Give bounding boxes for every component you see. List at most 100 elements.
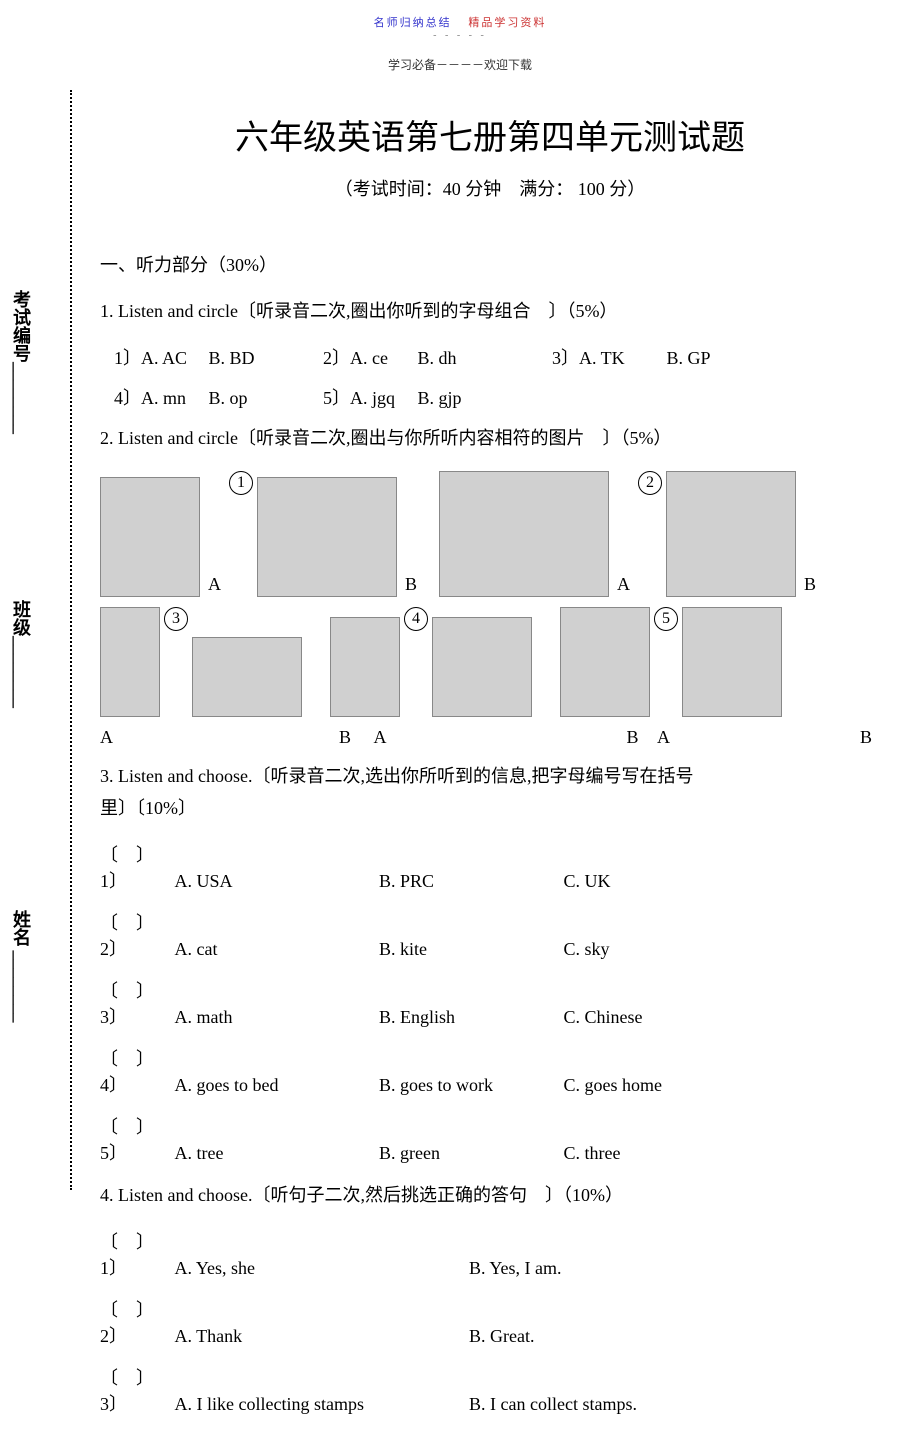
- q2-image-row2: 3 4 5: [100, 607, 880, 717]
- q4-stem: 4. Listen and choose.〔听句子二次,然后挑选正确的答句 〕（…: [100, 1181, 880, 1210]
- label-B: B: [401, 574, 421, 597]
- subtitle-prefix: （考试时间：: [335, 179, 443, 199]
- opt-c: C. three: [564, 1143, 621, 1164]
- q1-2a: 2〕A. ce: [323, 344, 413, 370]
- opt-a: A. goes to bed: [175, 1075, 375, 1096]
- image-placeholder: [682, 607, 782, 717]
- subtitle-time-unit: 分钟: [461, 179, 502, 199]
- label-B: B: [800, 574, 820, 597]
- q1-1b: B. BD: [209, 348, 319, 369]
- subtitle-score-unit: 分）: [605, 179, 646, 199]
- image-placeholder: [100, 607, 160, 717]
- q1-row1: 1〕A. AC B. BD 2〕A. ce B. dh 3〕A. TK B. G…: [100, 344, 880, 370]
- opt-a: A. Thank: [175, 1326, 465, 1347]
- bracket: 〔 〕3〕: [100, 977, 170, 1029]
- opt-c: C. goes home: [564, 1075, 663, 1096]
- label-B: B: [860, 727, 872, 748]
- opt-a: A. Yes, she: [175, 1258, 465, 1279]
- content-area: 六年级英语第七册第四单元测试题 （考试时间：40 分钟 满分： 100 分） 一…: [100, 110, 880, 1432]
- label-A: A: [374, 727, 398, 748]
- bracket: 〔 〕1〕: [100, 841, 170, 893]
- subtitle-sep: 满分：: [501, 179, 573, 199]
- page-title: 六年级英语第七册第四单元测试题: [100, 110, 880, 159]
- opt-b: B. goes to work: [379, 1075, 559, 1096]
- label-B: B: [339, 727, 369, 748]
- label-A: A: [613, 574, 634, 597]
- opt-b: B. kite: [379, 939, 559, 960]
- side-name-label: 姓名 ________: [8, 910, 34, 1023]
- q2-image-row1: A 1 B A 2 B: [100, 471, 880, 597]
- opt-a: A. I like collecting stamps: [175, 1394, 465, 1415]
- q1-1a: 1〕A. AC: [114, 344, 204, 370]
- q4-item-2: 〔 〕2〕 A. Thank B. Great.: [100, 1296, 880, 1348]
- label-A: A: [100, 727, 130, 748]
- image-placeholder: [330, 617, 400, 717]
- q1-3b: B. GP: [667, 348, 711, 369]
- opt-a: A. cat: [175, 939, 375, 960]
- opt-b: B. Great.: [469, 1326, 534, 1346]
- opt-a: A. USA: [175, 871, 375, 892]
- header-part1: 名师归纳总结: [374, 17, 452, 29]
- q4-item-1: 〔 〕1〕 A. Yes, she B. Yes, I am.: [100, 1228, 880, 1280]
- bracket: 〔 〕2〕: [100, 909, 170, 961]
- opt-b: B. English: [379, 1007, 559, 1028]
- circled-5: 5: [654, 607, 678, 631]
- q1-2b: B. dh: [418, 348, 548, 369]
- bracket: 〔 〕4〕: [100, 1045, 170, 1097]
- opt-b: B. I can collect stamps.: [469, 1394, 637, 1414]
- bracket: 〔 〕5〕: [100, 1113, 170, 1165]
- header-dashes: - - - - -: [0, 30, 920, 41]
- q3-item-5: 〔 〕5〕 A. tree B. green C. three: [100, 1113, 880, 1165]
- opt-c: C. Chinese: [564, 1007, 643, 1028]
- q1-5b: B. gjp: [418, 388, 462, 409]
- opt-a: A. tree: [175, 1143, 375, 1164]
- circled-3: 3: [164, 607, 188, 631]
- section1-heading: 一、听力部分（30%）: [100, 251, 880, 277]
- opt-c: C. UK: [564, 871, 611, 892]
- subtitle-time: 40: [443, 179, 461, 199]
- q1-3a: 3〕A. TK: [552, 344, 662, 370]
- bracket: 〔 〕3〕: [100, 1364, 170, 1416]
- side-dashed-line: [70, 90, 72, 1190]
- subtitle-score: 100: [573, 179, 605, 199]
- image-placeholder: [666, 471, 796, 597]
- q1-4b: B. op: [209, 388, 319, 409]
- q3-item-1: 〔 〕1〕 A. USA B. PRC C. UK: [100, 841, 880, 893]
- image-placeholder: [257, 477, 397, 597]
- opt-b: B. Yes, I am.: [469, 1258, 562, 1278]
- side-exam-label: 考试编号________: [8, 290, 34, 434]
- circled-2: 2: [638, 471, 662, 495]
- circled-4: 4: [404, 607, 428, 631]
- q3-item-3: 〔 〕3〕 A. math B. English C. Chinese: [100, 977, 880, 1029]
- page-subtitle: （考试时间：40 分钟 满分： 100 分）: [100, 175, 880, 201]
- opt-b: B. PRC: [379, 871, 559, 892]
- q3-stem2: 里〕〔10%〕: [100, 794, 880, 823]
- bracket: 〔 〕2〕: [100, 1296, 170, 1348]
- image-placeholder: [100, 477, 200, 597]
- q1-4a: 4〕A. mn: [114, 384, 204, 410]
- q3-item-4: 〔 〕4〕 A. goes to bed B. goes to work C. …: [100, 1045, 880, 1097]
- image-placeholder: [432, 617, 532, 717]
- label-B: B: [627, 727, 653, 748]
- q3-item-2: 〔 〕2〕 A. cat B. kite C. sky: [100, 909, 880, 961]
- side-class-label: 班级________: [8, 600, 34, 708]
- q1-5a: 5〕A. jgq: [323, 384, 413, 410]
- q4-item-3: 〔 〕3〕 A. I like collecting stamps B. I c…: [100, 1364, 880, 1416]
- image-placeholder: [192, 637, 302, 717]
- header-sub-line: 学习必备－－－－欢迎下载: [0, 56, 920, 73]
- opt-a: A. math: [175, 1007, 375, 1028]
- label-A: A: [204, 574, 225, 597]
- image-placeholder: [439, 471, 609, 597]
- bracket: 〔 〕1〕: [100, 1228, 170, 1280]
- side-column: 姓名 ________ 班级________ 考试编号________: [8, 90, 88, 1190]
- header-top-line: 名师归纳总结 精品学习资料: [0, 14, 920, 30]
- opt-b: B. green: [379, 1143, 559, 1164]
- label-A: A: [657, 727, 681, 748]
- header-part2: 精品学习资料: [468, 17, 546, 29]
- image-placeholder: [560, 607, 650, 717]
- circled-1: 1: [229, 471, 253, 495]
- q1-stem: 1. Listen and circle〔听录音二次,圈出你听到的字母组合 〕（…: [100, 297, 880, 326]
- q3-stem1: 3. Listen and choose.〔听录音二次,选出你所听到的信息,把字…: [100, 762, 880, 791]
- q2-row2-labels: A B A B A B: [100, 727, 880, 748]
- q1-row2: 4〕A. mn B. op 5〕A. jgq B. gjp: [100, 384, 880, 410]
